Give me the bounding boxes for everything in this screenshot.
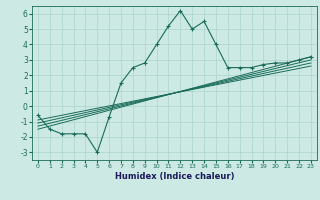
X-axis label: Humidex (Indice chaleur): Humidex (Indice chaleur) <box>115 172 234 181</box>
